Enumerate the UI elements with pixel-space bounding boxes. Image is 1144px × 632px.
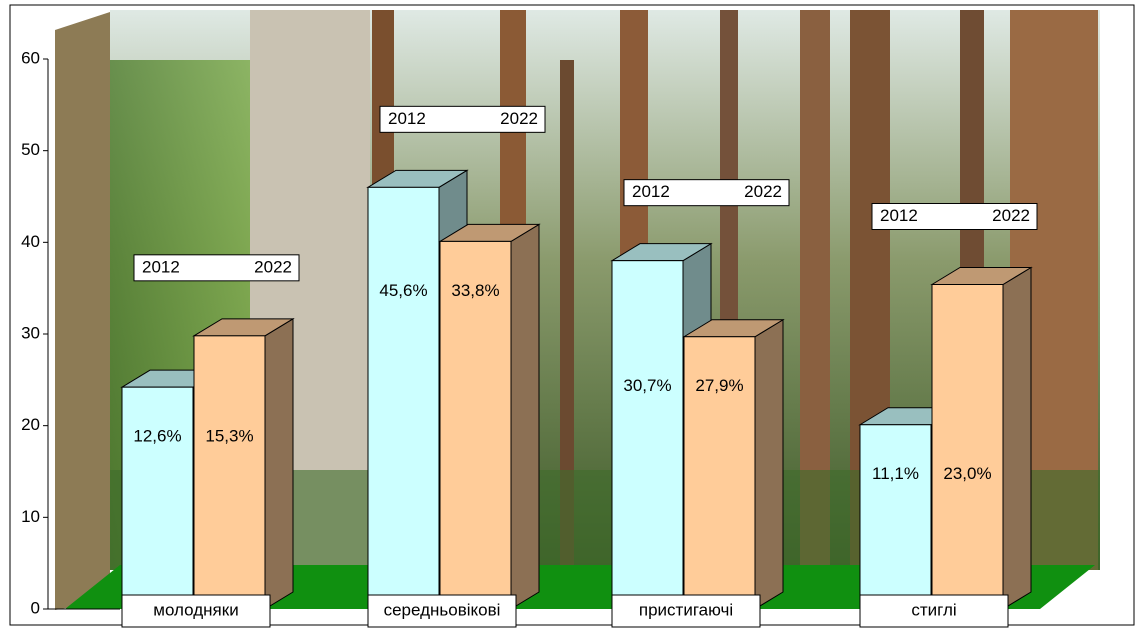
bar-side (754, 318, 784, 610)
y-tick-label: 60 (21, 48, 40, 67)
bar (121, 386, 194, 610)
legend-label: 2022 (744, 182, 782, 201)
y-tick-label: 30 (21, 323, 40, 342)
y-tick-label: 20 (21, 415, 40, 434)
legend-box (871, 203, 1038, 230)
y-tick-label: 40 (21, 232, 40, 251)
bar-side (264, 317, 294, 610)
bar (439, 240, 512, 610)
bar-text: 11,1% (872, 464, 919, 483)
bar-side (1002, 266, 1032, 610)
bar (367, 186, 440, 610)
bar-text: 27,9% (695, 376, 743, 395)
x-tick-label: пристигаючі (639, 600, 733, 619)
x-tick-label: стиглі (911, 600, 956, 619)
legend-label: 2012 (388, 109, 426, 128)
bar (859, 424, 932, 610)
legend-box (623, 179, 790, 207)
x-tick-label: молодняки (153, 600, 238, 619)
bar-text: 15,3% (205, 427, 253, 446)
bar (193, 335, 266, 610)
legend-label: 2022 (254, 257, 292, 276)
legend-label: 2022 (992, 206, 1030, 225)
legend-box (379, 105, 546, 133)
bar-text: 12,6% (133, 427, 181, 446)
y-tick-label: 0 (31, 598, 40, 617)
category-box (611, 594, 761, 628)
bar-text: 23,0% (943, 464, 991, 483)
bar (683, 336, 756, 610)
y-tick-label: 10 (21, 507, 40, 526)
bar-text: 45,6% (379, 281, 427, 300)
legend-label: 2012 (632, 182, 670, 201)
legend-label: 2022 (500, 109, 538, 128)
bar (611, 260, 684, 610)
category-box (859, 594, 1009, 628)
legend-label: 2012 (142, 257, 180, 276)
bar (931, 284, 1004, 610)
bar-side (510, 223, 540, 610)
y-tick-label: 50 (21, 140, 40, 159)
bar-text: 30,7% (623, 376, 671, 395)
category-box (121, 594, 271, 628)
bar-text: 33,8% (451, 281, 499, 300)
category-box (367, 594, 517, 628)
legend-box (133, 254, 300, 282)
legend-label: 2012 (880, 206, 918, 225)
x-tick-label: середньовікові (384, 600, 501, 619)
